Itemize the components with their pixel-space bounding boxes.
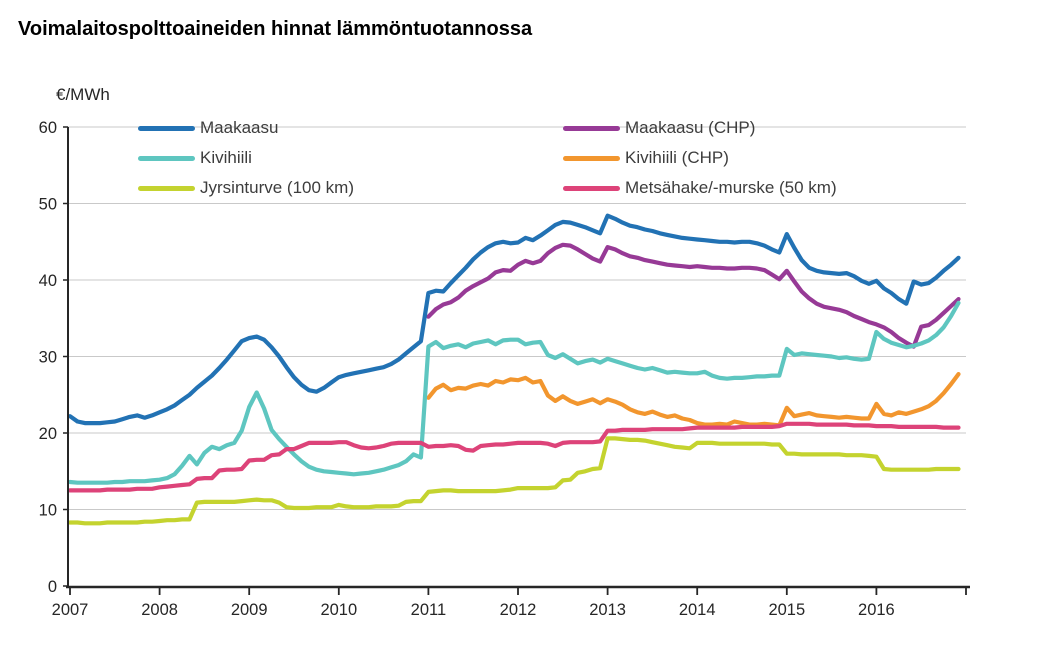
legend-item-kivihiili-chp: Kivihiili (CHP) bbox=[563, 143, 837, 173]
x-tick-label-2010: 2010 bbox=[320, 601, 357, 619]
legend-item-maakaasu: Maakaasu bbox=[138, 113, 563, 143]
series-line-kivihiili-chp bbox=[426, 372, 961, 428]
legend-item-jyrsinturve: Jyrsinturve (100 km) bbox=[138, 173, 563, 203]
chart-legend: Maakaasu Kivihiili Jyrsinturve (100 km) … bbox=[138, 113, 837, 203]
x-tick-label-2009: 2009 bbox=[231, 601, 268, 619]
legend-swatch-kivihiili-chp-icon bbox=[563, 155, 620, 161]
y-tick-label-60: 60 bbox=[39, 119, 57, 137]
legend-item-metsahake: Metsähake/-murske (50 km) bbox=[563, 173, 837, 203]
x-tick-label-2012: 2012 bbox=[500, 601, 537, 619]
legend-swatch-kivihiili-icon bbox=[138, 155, 195, 161]
x-tick-label-2016: 2016 bbox=[858, 601, 895, 619]
x-tick-label-2014: 2014 bbox=[679, 601, 716, 619]
x-tick-label-2015: 2015 bbox=[768, 601, 805, 619]
legend-label-jyrsinturve: Jyrsinturve (100 km) bbox=[200, 178, 354, 197]
legend-label-maakaasu-chp: Maakaasu (CHP) bbox=[625, 118, 756, 137]
x-tick-label-2013: 2013 bbox=[589, 601, 626, 619]
series-line-jyrsinturve-100-km bbox=[67, 436, 961, 526]
series-line-mets-hake-murske-50-km bbox=[67, 421, 961, 493]
legend-column-left: Maakaasu Kivihiili Jyrsinturve (100 km) bbox=[138, 113, 563, 203]
legend-label-kivihiili-chp: Kivihiili (CHP) bbox=[625, 148, 729, 167]
y-axis-ticks: 0 10 20 30 40 50 60 bbox=[39, 119, 68, 596]
y-tick-label-0: 0 bbox=[48, 578, 57, 596]
page-title: Voimalaitospolttoaineiden hinnat lämmönt… bbox=[18, 18, 533, 40]
x-tick-label-2011: 2011 bbox=[411, 601, 446, 619]
legend-item-kivihiili: Kivihiili bbox=[138, 143, 563, 173]
series-line-kivihiili bbox=[67, 300, 961, 485]
y-tick-label-10: 10 bbox=[39, 502, 57, 520]
legend-label-kivihiili: Kivihiili bbox=[200, 148, 252, 167]
legend-swatch-maakaasu-chp-icon bbox=[563, 125, 620, 131]
legend-label-maakaasu: Maakaasu bbox=[200, 118, 279, 137]
legend-swatch-maakaasu-icon bbox=[138, 125, 195, 131]
y-axis-unit-label: €/MWh bbox=[56, 85, 110, 104]
y-tick-label-40: 40 bbox=[39, 272, 57, 290]
legend-swatch-metsahake-icon bbox=[563, 185, 620, 191]
series-lines bbox=[67, 213, 961, 526]
series-line-maakaasu-chp bbox=[426, 242, 961, 349]
x-tick-label-2007: 2007 bbox=[52, 601, 89, 619]
x-tick-label-2008: 2008 bbox=[141, 601, 178, 619]
legend-swatch-jyrsinturve-icon bbox=[138, 185, 195, 191]
y-tick-label-30: 30 bbox=[39, 349, 57, 367]
legend-item-maakaasu-chp: Maakaasu (CHP) bbox=[563, 113, 837, 143]
legend-column-right: Maakaasu (CHP) Kivihiili (CHP) Metsähake… bbox=[563, 113, 837, 203]
series-line-maakaasu bbox=[67, 213, 961, 426]
y-tick-label-50: 50 bbox=[39, 196, 57, 214]
y-tick-label-20: 20 bbox=[39, 425, 57, 443]
x-axis-ticks: 2007 2008 2009 2010 2011 2012 2013 2014 2015 2016 bbox=[52, 588, 967, 619]
legend-label-metsahake: Metsähake/-murske (50 km) bbox=[625, 178, 837, 197]
